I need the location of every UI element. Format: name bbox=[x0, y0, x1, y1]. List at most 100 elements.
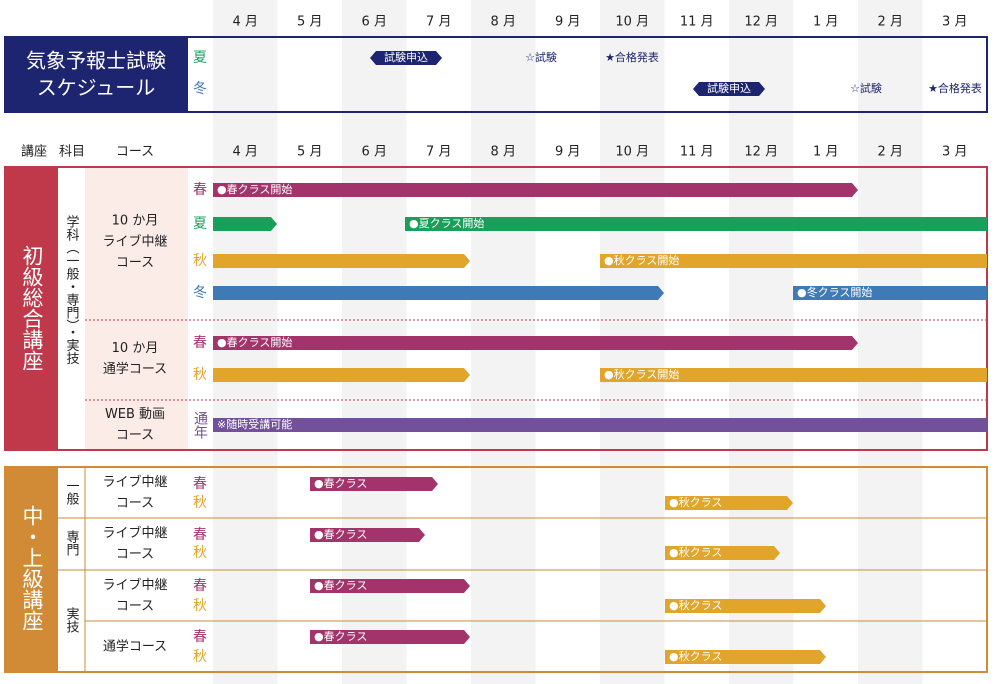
bar-label: ※随時受講可能 bbox=[217, 417, 292, 431]
month-label: 10 月 bbox=[615, 15, 649, 30]
bar-label: ●秋クラス bbox=[669, 545, 722, 559]
month-label: 12 月 bbox=[744, 15, 778, 30]
course-bar bbox=[213, 336, 858, 350]
season: 通年 bbox=[192, 411, 208, 439]
apply-label: 試験申込 bbox=[384, 50, 428, 64]
section-title-block bbox=[5, 467, 58, 672]
course-name: コース bbox=[116, 496, 154, 511]
course-bar bbox=[600, 254, 987, 268]
course-name: コース bbox=[116, 256, 154, 271]
bar-label: ●夏クラス開始 bbox=[409, 216, 484, 230]
column-header: コース bbox=[116, 145, 154, 160]
season: 秋 bbox=[193, 495, 207, 511]
month-label: 9 月 bbox=[555, 145, 580, 160]
course-name: コース bbox=[116, 428, 154, 443]
month-stripe bbox=[858, 0, 923, 684]
course-name: ライブ中継 bbox=[102, 474, 167, 490]
course-bar bbox=[793, 286, 987, 300]
subject: 学科（一般・専門）・実技 bbox=[64, 214, 80, 365]
month-label: 2 月 bbox=[878, 15, 903, 30]
course-name: 10 か月 bbox=[112, 214, 159, 229]
season: 秋 bbox=[193, 367, 207, 383]
month-label: 4 月 bbox=[233, 15, 258, 30]
month-label: 6 月 bbox=[362, 15, 387, 30]
course-name: 通学コース bbox=[103, 361, 167, 377]
bar-label: ●春クラス bbox=[314, 579, 367, 592]
course-bar bbox=[213, 183, 858, 197]
apply-label: 試験申込 bbox=[707, 81, 751, 95]
subject: 専門 bbox=[64, 530, 80, 557]
bar-label: ●秋クラス bbox=[669, 649, 722, 663]
bar-label: ●春クラス開始 bbox=[217, 182, 292, 196]
course-bar bbox=[310, 528, 425, 542]
season: 春 bbox=[193, 629, 207, 645]
course-name: ライブ中継 bbox=[102, 577, 167, 593]
subject: 一般 bbox=[64, 479, 80, 506]
exam-title: 気象予報士試験 bbox=[26, 49, 166, 73]
exam-label: ☆試験 bbox=[850, 81, 882, 95]
month-label: 5 月 bbox=[297, 15, 322, 30]
course-bar bbox=[665, 599, 826, 613]
bar-label: ●春クラス bbox=[314, 477, 367, 490]
season: 春 bbox=[193, 578, 207, 594]
course-bar bbox=[665, 496, 793, 510]
month-label: 12 月 bbox=[744, 145, 778, 160]
season: 春 bbox=[193, 476, 207, 492]
apply-tag bbox=[370, 51, 442, 65]
month-label: 3 月 bbox=[942, 15, 967, 30]
section-title: 中・上級講座 bbox=[20, 505, 44, 631]
course-name: WEB 動画 bbox=[105, 407, 165, 422]
month-label: 11 月 bbox=[680, 145, 714, 160]
season: 秋 bbox=[193, 253, 207, 269]
course-name: ライブ中継 bbox=[102, 525, 167, 541]
course-bar bbox=[213, 368, 470, 382]
course-bar bbox=[213, 418, 987, 432]
course-bar bbox=[310, 579, 470, 593]
section-title: 初級総合講座 bbox=[20, 245, 44, 371]
month-label: 1 月 bbox=[813, 145, 838, 160]
season: 秋 bbox=[193, 598, 207, 614]
bar-label: ●冬クラス開始 bbox=[797, 285, 872, 299]
bar-label: ●秋クラス開始 bbox=[604, 253, 679, 267]
course-bar bbox=[213, 217, 277, 231]
month-label: 5 月 bbox=[297, 145, 322, 160]
season: 秋 bbox=[193, 649, 207, 665]
course-bg bbox=[85, 167, 188, 450]
season: 秋 bbox=[193, 545, 207, 561]
apply-tag bbox=[693, 82, 765, 96]
column-header: 科目 bbox=[59, 145, 85, 160]
month-label: 8 月 bbox=[491, 145, 516, 160]
month-label: 9 月 bbox=[555, 15, 580, 30]
course-name: コース bbox=[116, 599, 154, 614]
bar-label: ●春クラス開始 bbox=[217, 335, 292, 349]
subject: 実技 bbox=[64, 606, 80, 633]
column-header: 講座 bbox=[21, 144, 47, 160]
course-bar bbox=[665, 650, 826, 664]
course-bar bbox=[405, 217, 987, 231]
course-name: 10 か月 bbox=[112, 341, 159, 356]
season: 春 bbox=[193, 527, 207, 543]
month-label: 6 月 bbox=[362, 145, 387, 160]
course-bar bbox=[310, 477, 438, 491]
month-label: 8 月 bbox=[491, 15, 516, 30]
bar-label: ●春クラス bbox=[314, 528, 367, 541]
bar-label: ●秋クラス bbox=[669, 495, 722, 509]
course-name: 通学コース bbox=[103, 639, 167, 655]
course-bar bbox=[310, 630, 470, 644]
season: 冬 bbox=[193, 285, 207, 301]
course-bar bbox=[213, 254, 470, 268]
bar-label: ●春クラス bbox=[314, 630, 367, 643]
result-label: ★合格発表 bbox=[928, 81, 982, 95]
month-label: 7 月 bbox=[426, 145, 451, 160]
exam-title: スケジュール bbox=[37, 76, 156, 100]
month-label: 10 月 bbox=[615, 145, 649, 160]
result-label: ★合格発表 bbox=[605, 50, 659, 64]
exam-label: ☆試験 bbox=[525, 50, 557, 64]
season: 夏 bbox=[193, 50, 207, 66]
month-label: 7 月 bbox=[426, 15, 451, 30]
month-label: 3 月 bbox=[942, 145, 967, 160]
month-label: 1 月 bbox=[813, 15, 838, 30]
exam-title-block bbox=[5, 37, 188, 112]
season: 春 bbox=[193, 182, 207, 198]
